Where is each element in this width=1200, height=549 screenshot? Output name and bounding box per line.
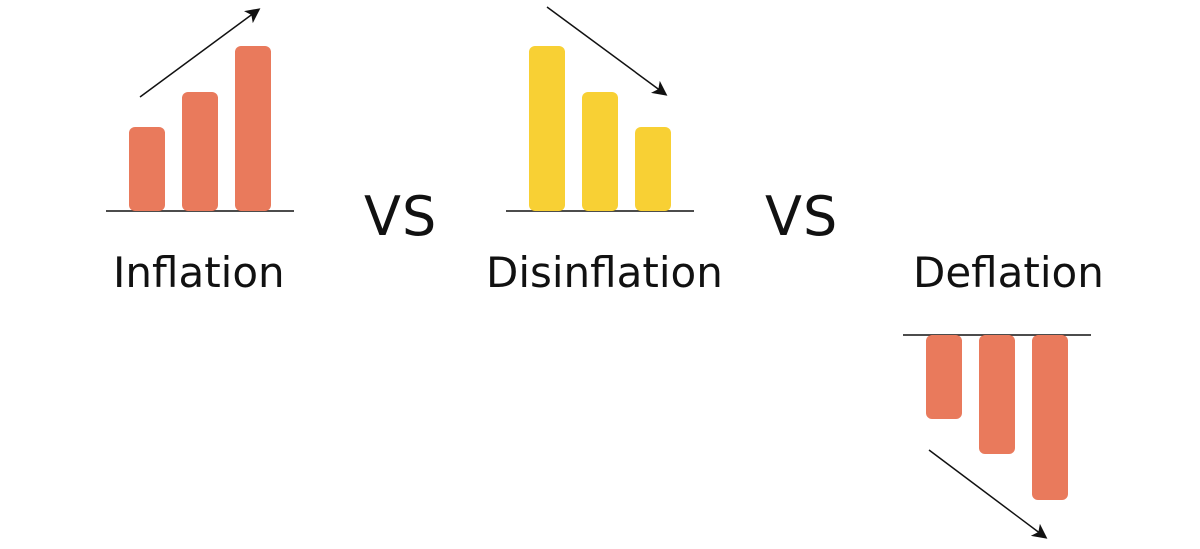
- deflation-panel: [903, 334, 1091, 539]
- deflation-bar-2: [979, 335, 1015, 454]
- disinflation-bar-2: [582, 92, 618, 211]
- vs-separator-2: VS: [765, 185, 839, 248]
- disinflation-label: Disinflation: [486, 248, 723, 297]
- inflation-trend-arrow: [139, 8, 261, 98]
- deflation-bar-1: [926, 335, 962, 419]
- deflation-trend-arrow: [928, 449, 1048, 539]
- inflation-bar-1: [129, 127, 165, 211]
- vs-separator-1: VS: [364, 185, 438, 248]
- deflation-bar-3: [1032, 335, 1068, 500]
- disinflation-panel: [506, 6, 694, 212]
- disinflation-bar-1: [529, 46, 565, 211]
- inflation-label: Inflation: [113, 248, 285, 297]
- disinflation-trend-arrow: [546, 6, 668, 96]
- disinflation-bar-3: [635, 127, 671, 211]
- deflation-label: Deflation: [913, 248, 1104, 297]
- inflation-bar-3: [235, 46, 271, 211]
- inflation-panel: [106, 8, 294, 212]
- inflation-bar-2: [182, 92, 218, 211]
